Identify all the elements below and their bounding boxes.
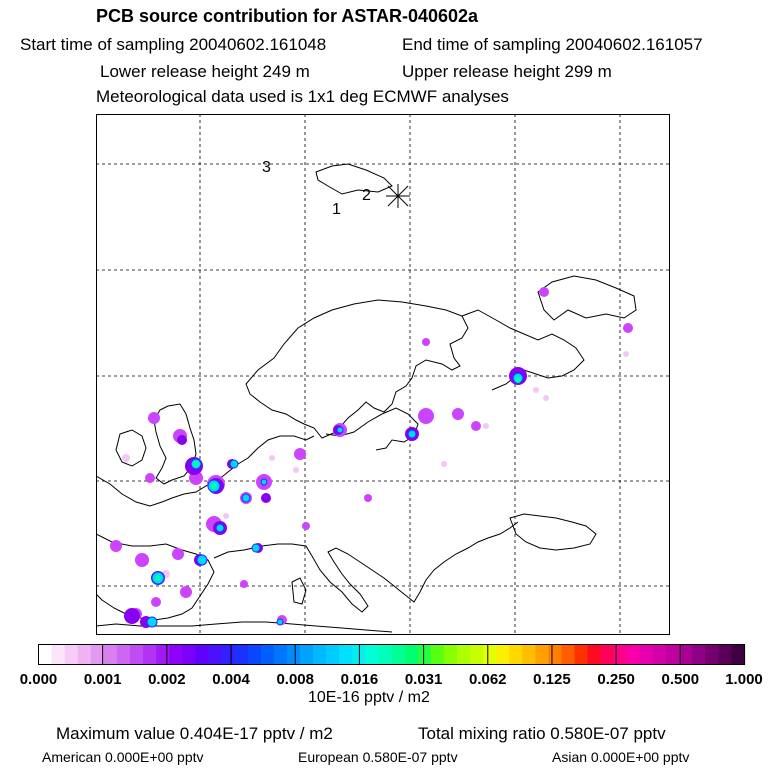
colorbar-cell — [221, 644, 236, 665]
colorbar-cell — [600, 644, 615, 665]
colorbar-cell — [38, 644, 53, 665]
colorbar-tick-label: 0.002 — [148, 671, 186, 688]
colorbar-cell — [90, 644, 105, 665]
plot-title: PCB source contribution for ASTAR-040602… — [96, 6, 479, 26]
colorbar-tick-label: 0.125 — [533, 671, 571, 688]
start-time-label: Start time of sampling 20040602.161048 — [20, 35, 327, 54]
colorbar-cell — [391, 644, 406, 665]
colorbar-tick-label: 0.250 — [597, 671, 635, 688]
colorbar-cell — [522, 644, 536, 665]
asian-contribution: Asian 0.000E+00 pptv — [552, 749, 690, 765]
colorbar-cell — [679, 644, 693, 665]
upper-release-label: Upper release height 299 m — [402, 62, 612, 81]
max-value-label: Maximum value 0.404E-17 pptv / m2 — [56, 724, 333, 743]
colorbar-cell — [718, 644, 733, 665]
colorbar-cell — [561, 644, 576, 665]
colorbar-cell — [430, 644, 445, 665]
colorbar-tick-label: 0.016 — [341, 671, 379, 688]
colorbar-cell — [247, 644, 262, 665]
colorbar-tick-label: 0.001 — [84, 671, 122, 688]
colorbar-cell — [339, 644, 353, 665]
colorbar-cell — [156, 644, 170, 665]
colorbar-tick-label: 0.031 — [405, 671, 443, 688]
colorbar-cell — [313, 644, 327, 665]
end-time-label: End time of sampling 20040602.161057 — [402, 35, 703, 54]
colorbar-cell — [587, 644, 602, 665]
colorbar-cell — [195, 644, 210, 665]
colorbar-cell — [692, 644, 706, 665]
colorbar-cell — [64, 644, 79, 665]
colorbar-cell — [130, 644, 144, 665]
coastlines — [96, 163, 637, 633]
colorbar-cell — [652, 644, 667, 665]
colorbar-cell — [51, 644, 66, 665]
colorbar-cell — [535, 644, 549, 665]
colorbar-cell — [365, 644, 380, 665]
colorbar-cell — [234, 644, 249, 665]
plume-peak — [155, 377, 521, 581]
colorbar-units: 10E-16 pptv / m2 — [308, 689, 430, 706]
colorbar-cell — [469, 644, 484, 665]
colorbar-cell — [666, 644, 680, 665]
colorbar-cell — [299, 644, 314, 665]
colorbar-tick-label: 0.008 — [276, 671, 314, 688]
colorbar-cell — [77, 644, 92, 665]
colorbar-cell — [731, 644, 746, 665]
colorbar-cells — [38, 644, 746, 665]
colorbar-cell — [208, 644, 223, 665]
american-contribution: American 0.000E+00 pptv — [42, 749, 204, 765]
colorbar-tick-label: 0.500 — [662, 671, 700, 688]
colorbar-cell — [548, 644, 563, 665]
colorbar-cell — [483, 644, 497, 665]
colorbar-cell — [613, 644, 628, 665]
colorbar-cell — [443, 644, 458, 665]
lower-release-label: Lower release height 249 m — [100, 62, 310, 81]
colorbar-cell — [326, 644, 340, 665]
colorbar-tick-label: 0.000 — [20, 671, 58, 688]
color-scale: 0.000 0.001 0.002 0.004 0.008 0.016 0.031 0.062… — [20, 644, 763, 688]
colorbar-cell — [116, 644, 131, 665]
colorbar-cell — [417, 644, 432, 665]
colorbar-cell — [574, 644, 589, 665]
graticule — [96, 114, 670, 635]
total-mixing-label: Total mixing ratio 0.580E-07 pptv — [418, 724, 666, 743]
track-label-3: 3 — [262, 159, 271, 176]
colorbar-cell — [404, 644, 419, 665]
colorbar-cell — [143, 644, 157, 665]
european-contribution: European 0.580E-07 pptv — [298, 749, 458, 765]
colorbar-tick-label: 1.000 — [725, 671, 763, 688]
concentration-map: 1 2 3 — [96, 114, 670, 635]
colorbar-cell — [260, 644, 275, 665]
trajectory-track — [386, 184, 410, 208]
colorbar-cell — [169, 644, 183, 665]
colorbar-cell — [456, 644, 471, 665]
met-data-label: Meteorological data used is 1x1 deg ECMW… — [96, 87, 509, 106]
colorbar-cell — [639, 644, 654, 665]
colorbar-cell — [705, 644, 719, 665]
colorbar-cell — [182, 644, 196, 665]
colorbar-cell — [286, 644, 301, 665]
colorbar-cell — [626, 644, 641, 665]
track-label-1: 1 — [332, 201, 341, 218]
colorbar-cell — [378, 644, 393, 665]
colorbar-tick-label: 0.004 — [212, 671, 250, 688]
colorbar-cell — [103, 644, 118, 665]
plume-faint — [122, 351, 629, 578]
colorbar-cell — [273, 644, 288, 665]
colorbar-tick-label: 0.062 — [469, 671, 507, 688]
track-label-2: 2 — [362, 187, 371, 204]
plume-high — [146, 372, 524, 628]
colorbar-ticks: 0.000 0.001 0.002 0.004 0.008 0.016 0.031 0.062… — [20, 644, 763, 688]
colorbar-cell — [509, 644, 523, 665]
colorbar-cell — [496, 644, 510, 665]
